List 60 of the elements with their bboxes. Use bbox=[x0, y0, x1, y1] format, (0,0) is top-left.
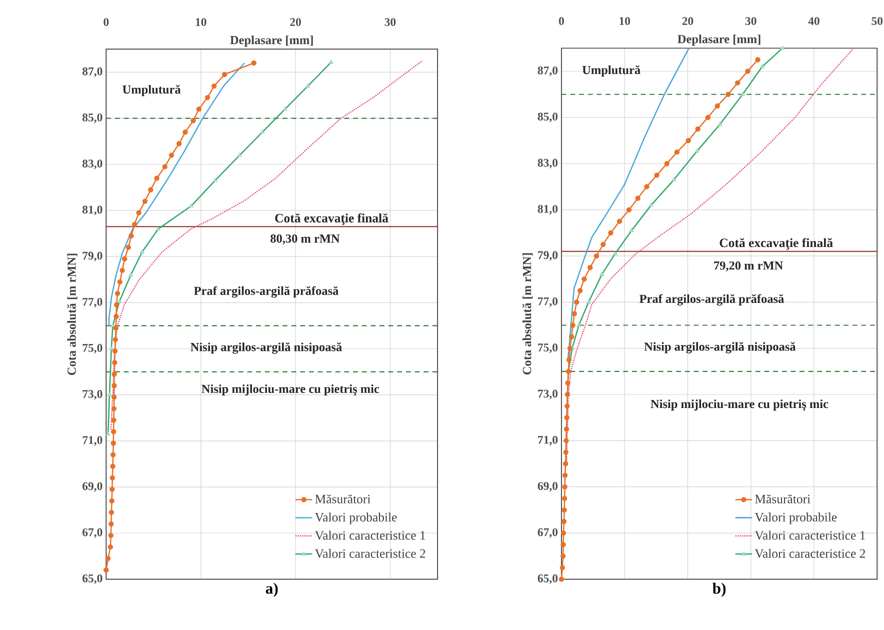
y-tick-label: 77,0 bbox=[82, 298, 102, 308]
x-tick-label: 0 bbox=[558, 16, 564, 25]
y-tick-label: 83,0 bbox=[538, 158, 558, 168]
y-tick-label: 79,0 bbox=[82, 252, 102, 262]
x-tick-label: 0 bbox=[104, 18, 109, 26]
text: b) bbox=[712, 582, 726, 597]
y-tick-label: 85,0 bbox=[82, 113, 102, 123]
y-tick-label: 75,0 bbox=[82, 344, 102, 354]
legend-label: Măsurători bbox=[315, 494, 370, 504]
annotation: Nisip mijlociu-mare cu pietriş mic bbox=[650, 399, 828, 410]
x-axis-title: Deplasare [mm] bbox=[678, 34, 760, 46]
annotation: 79,20 m rMN bbox=[714, 261, 784, 272]
y-tick-label: 81,0 bbox=[538, 204, 558, 214]
y-tick-label: 87,0 bbox=[538, 66, 558, 76]
ref-line-label: Cotă excavaţie finală bbox=[275, 213, 388, 225]
y-axis-title: Cota absolută [m rMN] bbox=[522, 253, 533, 374]
y-tick-label: 87,0 bbox=[82, 67, 102, 77]
y-tick-label: 79,0 bbox=[538, 250, 558, 261]
x-tick-label: 10 bbox=[620, 16, 630, 25]
y-tick-label: 65,0 bbox=[538, 574, 558, 584]
x-tick-label: 50 bbox=[872, 16, 883, 25]
x-tick-label: 20 bbox=[682, 16, 694, 25]
legend-label: Măsurători bbox=[755, 494, 810, 504]
y-tick-label: 67,0 bbox=[82, 528, 102, 538]
legend-label: Valori probabile bbox=[754, 512, 837, 524]
annotation: Umplutură bbox=[122, 84, 181, 96]
annotation: Umplutură bbox=[582, 65, 640, 76]
x-tick-label: 40 bbox=[808, 16, 820, 25]
y-tick-label: 73,0 bbox=[82, 390, 102, 400]
legend-label: Valori probabile bbox=[314, 512, 397, 524]
x-tick-label: 30 bbox=[745, 16, 756, 25]
legend-label: Valori caracteristice 1 bbox=[314, 530, 426, 540]
text: a) bbox=[266, 582, 278, 597]
annotation: Nisip mijlociu-mare cu pietriş mic bbox=[202, 384, 380, 396]
y-tick-label: 73,0 bbox=[538, 390, 558, 400]
annotation: Nisip argilos-argilă nisipoasă bbox=[644, 342, 796, 354]
x-tick-label: 20 bbox=[290, 18, 301, 26]
y-tick-label: 69,0 bbox=[538, 482, 558, 492]
legend-label: Valori caracteristice 2 bbox=[314, 548, 426, 558]
y-tick-label: 65,0 bbox=[82, 574, 102, 584]
annotation: 80,30 m rMN bbox=[270, 234, 340, 244]
annotation: Praf argilos-argilă prăfoasă bbox=[194, 286, 338, 298]
x-tick-label: 10 bbox=[196, 18, 206, 26]
y-tick-label: 69,0 bbox=[82, 482, 102, 492]
y-tick-label: 67,0 bbox=[538, 528, 558, 538]
ref-line-label: Cotă excavaţie finală bbox=[720, 238, 833, 250]
annotation: Praf argilos-argilă prăfoasă bbox=[639, 294, 784, 306]
y-tick-label: 71,0 bbox=[538, 436, 558, 446]
y-tick-label: 75,0 bbox=[538, 343, 558, 353]
y-tick-label: 71,0 bbox=[82, 436, 102, 446]
y-tick-label: 85,0 bbox=[538, 112, 558, 122]
legend-label: Valori caracteristice 1 bbox=[754, 530, 865, 540]
y-axis-title: Cota absolută [m rMN] bbox=[67, 254, 78, 375]
legend-label: Valori caracteristice 2 bbox=[754, 548, 866, 558]
x-axis-title: Deplasare [mm] bbox=[230, 35, 313, 47]
annotation: Nisip argilos-argilă nisipoasă bbox=[190, 342, 342, 354]
x-tick-label: 30 bbox=[384, 18, 396, 26]
y-tick-label: 83,0 bbox=[82, 159, 102, 170]
y-tick-label: 81,0 bbox=[82, 205, 102, 216]
y-tick-label: 77,0 bbox=[538, 297, 558, 307]
